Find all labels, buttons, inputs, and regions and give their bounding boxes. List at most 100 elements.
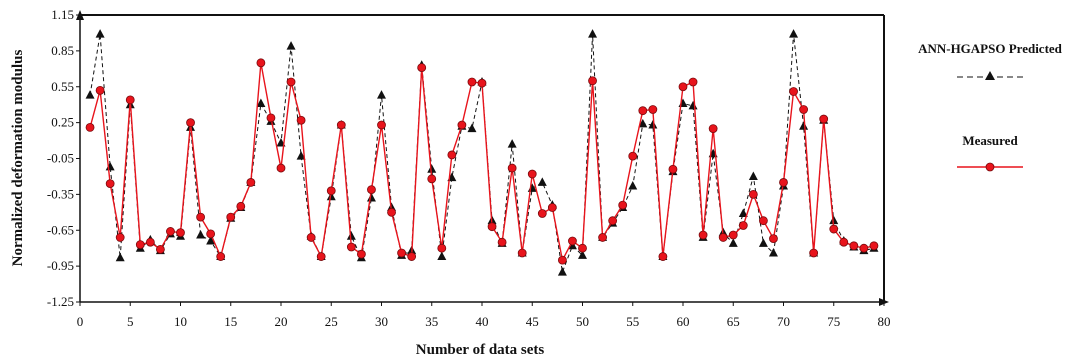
data-point-circle [457,120,467,130]
data-point-circle [537,209,547,218]
y-tick-label: -0.05 [47,151,74,166]
legend-item-measured: Measured [957,133,1023,172]
data-point-triangle [286,41,296,50]
x-tick-label: 55 [626,314,639,329]
data-point-circle [547,203,557,212]
data-point-circle [417,63,427,73]
data-point-triangle [829,215,839,225]
data-point-circle [437,243,447,253]
data-point-circle [246,178,256,187]
data-point-circle [155,244,165,254]
data-point-circle [125,95,135,105]
x-axis-ticks: 0 5 10 15 20 25 30 35 40 45 50 55 60 65 70 75 80 [77,302,891,329]
data-point-circle [266,113,276,123]
data-point-circle [769,234,778,244]
data-point-circle [276,163,286,173]
data-point-circle [668,164,678,174]
data-point-circle [578,243,587,253]
data-point-circle [588,76,597,86]
x-tick-label: 60 [677,314,690,329]
data-point-triangle [648,120,658,129]
data-point-triangle [377,90,386,99]
data-point-circle [115,233,125,242]
data-point-triangle [95,29,105,38]
data-point-circle [839,237,849,247]
y-tick-label: 0.85 [51,43,74,58]
data-point-circle [206,229,216,239]
x-tick-label: 50 [576,314,589,329]
data-point-triangle [196,230,206,239]
legend-item-predicted: ANN-HGAPSO Predicted [918,41,1063,80]
data-point-circle [176,228,185,238]
data-point-circle [226,212,236,222]
data-point-circle [809,248,819,258]
data-point-triangle [206,236,216,245]
data-point-circle [316,252,326,261]
data-point-circle [517,248,527,258]
data-point-circle [859,243,869,253]
data-point-circle [306,233,316,242]
data-point-triangle [467,123,477,133]
x-tick-label: 70 [777,314,790,329]
data-point-triangle [296,151,306,160]
series-measured [85,58,879,265]
data-point-circle [849,241,859,251]
data-point-circle [186,118,195,128]
x-tick-label: 75 [827,314,840,329]
data-point-triangle [738,208,748,218]
data-point-circle [558,255,567,265]
data-point-circle [85,123,95,132]
data-point-circle [869,241,879,251]
data-point-circle [336,120,346,130]
data-point-circle [397,248,407,258]
y-axis-ticks: 1.15 0.85 0.55 0.25 -0.05 -0.35 -0.65 -0.95 -1.2… [47,7,80,309]
data-point-circle [527,169,537,179]
data-point-circle [688,77,698,87]
data-point-triangle [115,252,125,262]
data-point-triangle [105,161,115,171]
legend-circle-icon [985,162,995,172]
data-point-circle [708,124,718,134]
data-point-circle [387,207,396,217]
data-point-circle [487,222,497,232]
legend-triangle-icon [985,71,995,80]
data-point-circle [658,252,668,261]
data-point-triangle [366,192,376,202]
legend-label-predicted: ANN-HGAPSO Predicted [918,41,1063,56]
y-tick-label: -0.65 [47,222,74,237]
x-tick-label: 10 [174,314,187,329]
data-point-circle [367,185,376,194]
data-point-triangle [557,267,567,276]
y-axis-title: Normalized deformation modulus [10,50,26,267]
data-point-triangle [537,177,547,186]
data-point-circle [286,77,296,87]
data-point-circle [748,189,758,199]
data-point-circle [196,212,206,222]
data-point-circle [738,221,748,230]
data-point-circle [447,150,457,160]
data-point-triangle [758,238,768,247]
data-point-circle [638,106,648,116]
x-axis-title: Number of data sets [416,342,545,358]
data-point-circle [356,249,366,259]
data-point-circle [507,163,517,173]
data-point-triangle [748,171,758,180]
data-point-triangle [507,139,517,148]
y-tick-label: -1.25 [47,294,74,309]
data-point-circle [678,82,688,92]
x-tick-label: 35 [425,314,438,329]
data-point-circle [467,77,477,87]
data-point-circle [799,105,808,114]
y-tick-label: 0.25 [51,115,74,130]
data-point-circle [166,227,175,236]
data-point-circle [819,114,829,124]
y-tick-label: 1.15 [51,7,74,22]
data-point-triangle [768,247,778,257]
data-point-circle [698,230,708,240]
series-line [89,62,875,263]
data-point-triangle [437,251,447,261]
data-point-circle [256,58,266,68]
data-point-circle [95,85,105,95]
x-tick-label: 5 [127,314,134,329]
y-tick-label: 0.55 [51,79,74,94]
